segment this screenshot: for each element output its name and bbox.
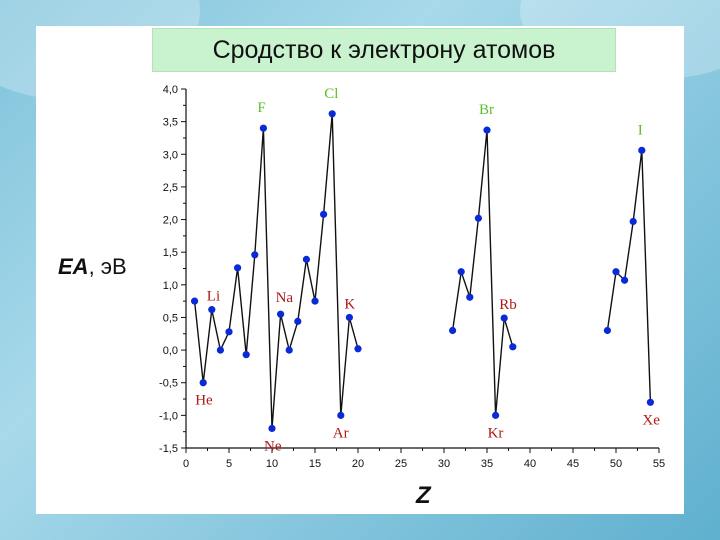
- y-axis-label-main: EA: [58, 254, 89, 279]
- data-point: [500, 314, 508, 322]
- y-axis-label: EA, эВ: [58, 254, 127, 280]
- y-axis-label-unit: , эВ: [88, 254, 127, 279]
- data-point: [216, 346, 224, 354]
- element-label: He: [195, 393, 213, 409]
- data-point: [603, 326, 612, 335]
- element-label: Kr: [488, 425, 504, 441]
- title-box: Сродство к электрону атомов: [152, 28, 616, 72]
- data-point: [242, 351, 250, 359]
- element-label: Ar: [333, 425, 349, 441]
- data-point: [629, 217, 637, 226]
- slide-panel: [36, 26, 684, 514]
- data-point: [294, 317, 302, 325]
- x-tick-label: 5: [226, 458, 232, 470]
- data-point: [225, 328, 233, 336]
- chart-title: Сродство к электрону атомов: [212, 35, 556, 64]
- x-tick-label: 15: [309, 458, 321, 470]
- data-point: [509, 343, 517, 351]
- element-label: K: [344, 296, 355, 312]
- x-axis-label: Z: [416, 482, 431, 509]
- element-label: Br: [479, 102, 494, 118]
- data-point: [311, 297, 319, 305]
- element-label: Na: [276, 290, 294, 306]
- x-tick-label: 10: [266, 458, 278, 470]
- data-point: [483, 126, 491, 134]
- data-point: [449, 326, 457, 335]
- x-tick-label: 20: [352, 458, 364, 470]
- element-label: I: [638, 122, 643, 138]
- data-point: [466, 293, 474, 301]
- element-label: Ne: [264, 438, 282, 454]
- data-point: [337, 411, 345, 419]
- y-tick-label: 1,0: [163, 280, 178, 292]
- y-tick-label: 2,0: [163, 215, 178, 227]
- data-point: [345, 313, 353, 322]
- y-tick-label: -1,5: [159, 443, 178, 455]
- data-point: [285, 346, 293, 354]
- series-line: [606, 150, 652, 403]
- data-point: [302, 255, 310, 263]
- x-tick-label: 0: [183, 458, 189, 470]
- data-point: [277, 310, 285, 318]
- data-point: [251, 251, 259, 259]
- y-tick-label: 0,5: [163, 312, 178, 324]
- element-label: F: [257, 100, 265, 116]
- x-tick-label: 35: [481, 458, 493, 470]
- data-point: [474, 214, 482, 222]
- data-point: [638, 146, 646, 154]
- y-tick-label: -0,5: [159, 378, 178, 390]
- y-tick-label: -1,0: [159, 410, 178, 422]
- y-tick-label: 1,5: [163, 247, 178, 259]
- data-point: [320, 210, 328, 218]
- data-point: [234, 264, 242, 272]
- y-tick-label: 3,5: [163, 117, 178, 129]
- element-label: Xe: [642, 412, 660, 428]
- data-point: [259, 124, 267, 132]
- data-point: [492, 411, 500, 419]
- x-tick-label: 50: [610, 458, 622, 470]
- x-tick-label: 25: [395, 458, 407, 470]
- data-point: [268, 424, 276, 433]
- x-tick-label: 40: [524, 458, 536, 470]
- y-tick-label: 2,5: [163, 182, 178, 194]
- element-label: Cl: [324, 86, 338, 102]
- y-tick-label: 4,0: [163, 84, 178, 96]
- x-tick-label: 45: [567, 458, 579, 470]
- x-tick-label: 55: [653, 458, 665, 470]
- element-label: Li: [207, 289, 220, 305]
- y-tick-label: 3,0: [163, 149, 178, 161]
- data-point: [646, 398, 655, 406]
- data-point: [457, 268, 465, 276]
- series-line: [451, 130, 514, 416]
- series-line: [193, 113, 359, 429]
- data-point: [191, 297, 199, 305]
- data-point: [354, 345, 362, 353]
- data-point: [208, 306, 216, 314]
- data-point: [612, 268, 620, 276]
- data-point: [621, 276, 629, 284]
- y-tick-label: 0,0: [163, 345, 178, 357]
- data-point: [199, 379, 207, 387]
- element-label: Rb: [499, 297, 517, 313]
- x-tick-label: 30: [438, 458, 450, 470]
- data-point: [328, 110, 336, 118]
